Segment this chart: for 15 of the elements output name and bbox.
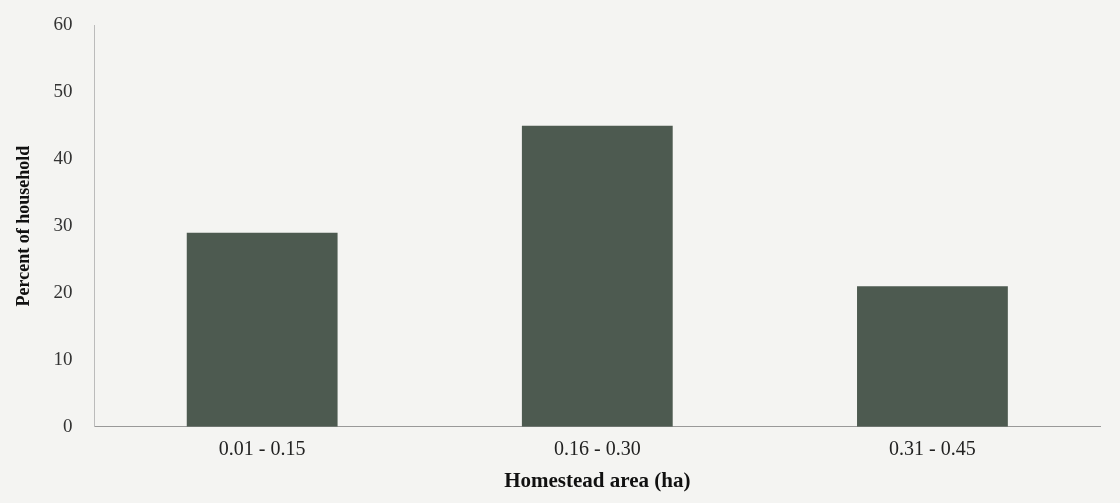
x-tick-label: 0.16 - 0.30 xyxy=(553,437,641,460)
y-tick-label: 30 xyxy=(53,214,73,236)
y-tick-label: 60 xyxy=(53,13,73,35)
y-tick-label: 50 xyxy=(53,80,73,102)
x-tick-label: 0.01 - 0.15 xyxy=(218,437,306,460)
y-tick-label: 0 xyxy=(63,414,73,436)
bar xyxy=(857,286,1008,427)
x-axis-title: Homestead area (ha) xyxy=(504,467,691,492)
bar xyxy=(186,232,338,427)
y-tick-label: 10 xyxy=(53,347,73,369)
y-axis-title: Percent of household xyxy=(13,145,34,307)
y-tick-label: 40 xyxy=(53,147,73,169)
y-tick-label: 20 xyxy=(53,280,73,302)
x-tick-label: 0.31 - 0.45 xyxy=(889,437,976,460)
bar xyxy=(521,125,673,427)
